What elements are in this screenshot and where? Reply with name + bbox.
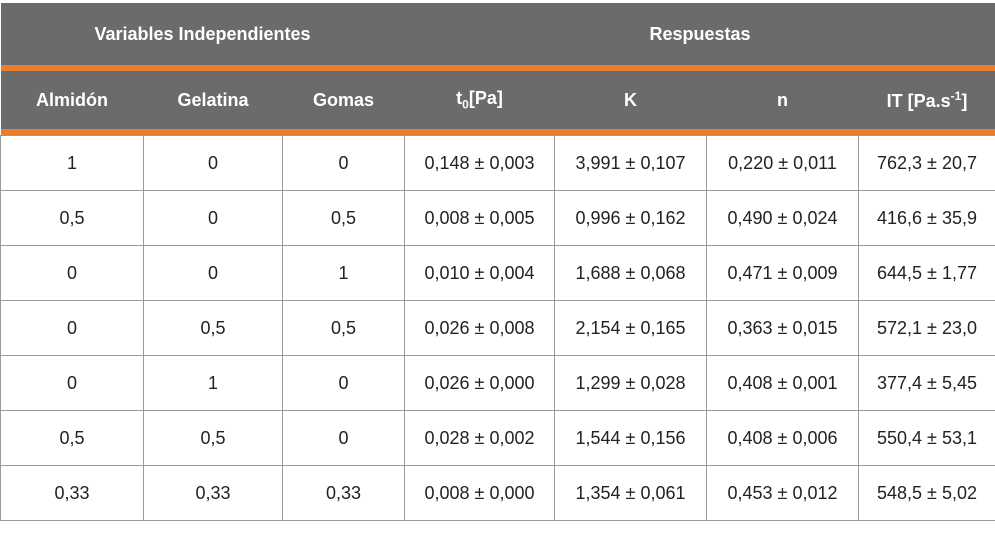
table-cell: 0,220 ± 0,011 <box>706 135 859 191</box>
col-header-it: IT [Pa.s-1] <box>858 71 995 129</box>
table-cell: 762,3 ± 20,7 <box>858 135 995 191</box>
table-cell: 0 <box>0 245 144 301</box>
table-cell: 0,363 ± 0,015 <box>706 300 859 356</box>
table-cell: 548,5 ± 5,02 <box>858 465 995 521</box>
table-cell: 0,008 ± 0,000 <box>404 465 555 521</box>
table-cell: 0 <box>0 300 144 356</box>
table-cell: 0,010 ± 0,004 <box>404 245 555 301</box>
group-independent-variables: Variables Independientes <box>0 3 405 65</box>
table-cell: 1,544 ± 0,156 <box>554 410 707 466</box>
table-cell: 572,1 ± 23,0 <box>858 300 995 356</box>
table-cell: 1 <box>282 245 405 301</box>
table-cell: 0,33 <box>143 465 283 521</box>
table-cell: 0,026 ± 0,008 <box>404 300 555 356</box>
table-cell: 2,154 ± 0,165 <box>554 300 707 356</box>
table-cell: 416,6 ± 35,9 <box>858 190 995 246</box>
table-cell: 1,354 ± 0,061 <box>554 465 707 521</box>
table-row: 0 0,5 0,5 0,026 ± 0,008 2,154 ± 0,165 0,363 ±… <box>0 300 995 356</box>
col-header-gomas: Gomas <box>282 71 405 129</box>
col-header-almidon: Almidón <box>0 71 144 129</box>
table-cell: 0,5 <box>143 300 283 356</box>
table-row: 1 0 0 0,148 ± 0,003 3,991 ± 0,107 0,220 ± 0,0… <box>0 135 995 191</box>
table-cell: 0,028 ± 0,002 <box>404 410 555 466</box>
accent-bar-top <box>0 65 995 71</box>
table-body: 1 0 0 0,148 ± 0,003 3,991 ± 0,107 0,220 ± 0,0… <box>0 135 995 521</box>
results-table: Variables Independientes Respuestas Almi… <box>0 3 995 521</box>
table-cell: 550,4 ± 53,1 <box>858 410 995 466</box>
col-header-k: K <box>554 71 707 129</box>
col-header-gelatina: Gelatina <box>143 71 283 129</box>
table-cell: 0,008 ± 0,005 <box>404 190 555 246</box>
table-row: 0,33 0,33 0,33 0,008 ± 0,000 1,354 ± 0,061 0,… <box>0 465 995 521</box>
table-cell: 0 <box>0 355 144 411</box>
table-cell: 0,453 ± 0,012 <box>706 465 859 521</box>
table-cell: 0,026 ± 0,000 <box>404 355 555 411</box>
table-cell: 0,5 <box>0 190 144 246</box>
table-cell: 644,5 ± 1,77 <box>858 245 995 301</box>
table-cell: 0 <box>143 135 283 191</box>
table-row: 0 1 0 0,026 ± 0,000 1,299 ± 0,028 0,408 ± 0,0… <box>0 355 995 411</box>
table-cell: 377,4 ± 5,45 <box>858 355 995 411</box>
table-cell: 0,5 <box>0 410 144 466</box>
table-cell: 0,490 ± 0,024 <box>706 190 859 246</box>
table-cell: 0,33 <box>282 465 405 521</box>
table-cell: 0,5 <box>143 410 283 466</box>
table-cell: 0 <box>143 190 283 246</box>
table-cell: 0 <box>282 410 405 466</box>
table-cell: 3,991 ± 0,107 <box>554 135 707 191</box>
table-row: 0,5 0 0,5 0,008 ± 0,005 0,996 ± 0,162 0,490 ±… <box>0 190 995 246</box>
table-cell: 1,688 ± 0,068 <box>554 245 707 301</box>
group-header-row: Variables Independientes Respuestas <box>0 3 995 65</box>
table-cell: 1 <box>143 355 283 411</box>
table-cell: 0 <box>282 355 405 411</box>
table-cell: 1 <box>0 135 144 191</box>
table-cell: 1,299 ± 0,028 <box>554 355 707 411</box>
table-cell: 0,5 <box>282 300 405 356</box>
table-cell: 0 <box>143 245 283 301</box>
table-row: 0,5 0,5 0 0,028 ± 0,002 1,544 ± 0,156 0,408 ±… <box>0 410 995 466</box>
col-header-n: n <box>706 71 859 129</box>
col-header-t0: t0[Pa] <box>404 71 555 129</box>
table-cell: 0,408 ± 0,006 <box>706 410 859 466</box>
table-cell: 0,471 ± 0,009 <box>706 245 859 301</box>
table-cell: 0 <box>282 135 405 191</box>
table-cell: 0,148 ± 0,003 <box>404 135 555 191</box>
table-cell: 0,33 <box>0 465 144 521</box>
table-cell: 0,5 <box>282 190 405 246</box>
accent-bar-bottom <box>0 129 995 136</box>
table-row: 0 0 1 0,010 ± 0,004 1,688 ± 0,068 0,471 ± 0,0… <box>0 245 995 301</box>
table-cell: 0,408 ± 0,001 <box>706 355 859 411</box>
group-responses: Respuestas <box>404 3 995 65</box>
table-cell: 0,996 ± 0,162 <box>554 190 707 246</box>
column-header-row: Almidón Gelatina Gomas t0[Pa] K n IT [Pa… <box>0 71 995 129</box>
